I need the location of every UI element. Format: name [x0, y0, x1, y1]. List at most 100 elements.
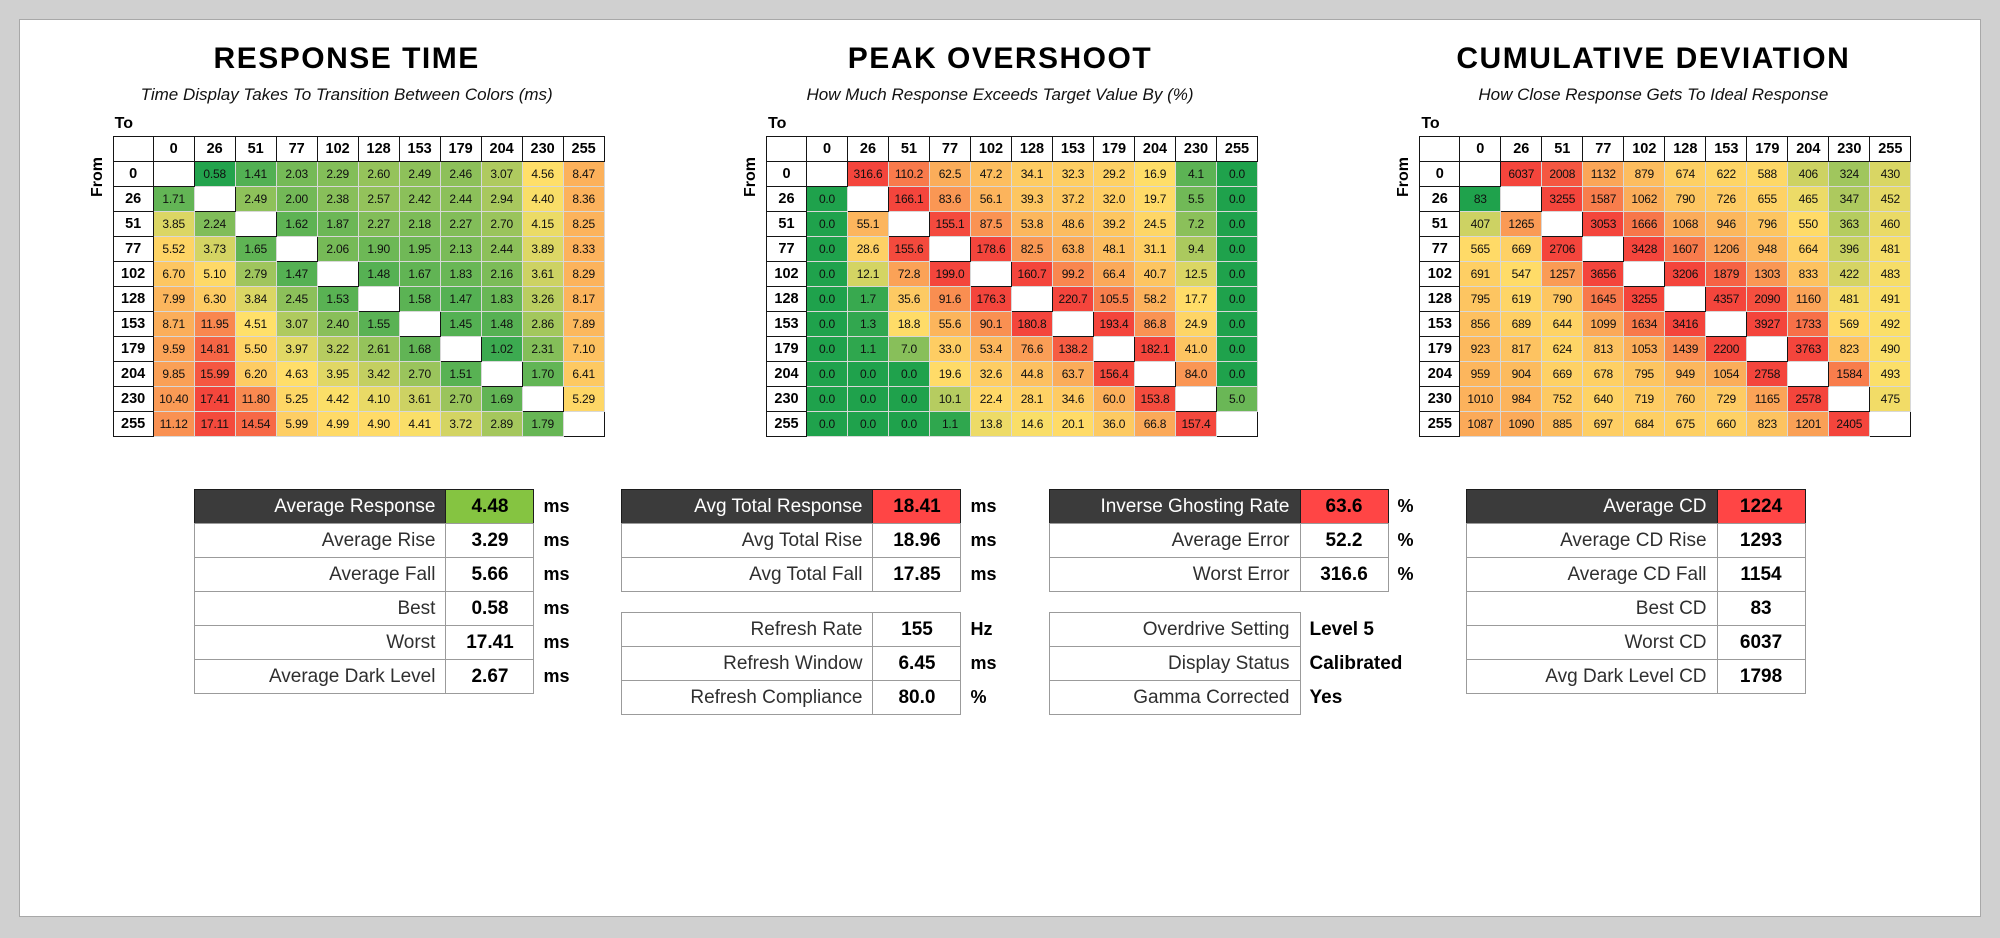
diagonal-cell	[1500, 186, 1543, 212]
matrix-cell: 83.6	[928, 186, 971, 212]
row-header: 255	[112, 411, 154, 437]
summary-item: Best CD 83	[1465, 591, 1806, 626]
matrix-cell: 483	[1869, 261, 1912, 287]
summary-group: Average Response 4.48 ms Average Rise 3.29 ms…	[194, 489, 569, 694]
matrix-cell: 493	[1869, 361, 1912, 387]
matrix-cell: 2.79	[234, 261, 277, 287]
summary-value: 4.48	[446, 489, 535, 524]
matrix-cell: 885	[1541, 411, 1584, 437]
heatmap-row: 26 0.0 166.1 83.6 56.1 39.3 37.2 32.0 19.7 5.5 0.0	[765, 186, 1258, 212]
matrix-right: To 0 26 51 77 102 128 153 179 204 230 255 0 0.58 1.41 2…	[112, 115, 605, 437]
matrix-cell: 63.8	[1051, 236, 1094, 262]
heatmap-row: 77 5.52 3.73 1.65 2.06 1.90 1.95 2.13 2.44 3.89 8.…	[112, 236, 605, 262]
matrix-cell: 220.7	[1051, 286, 1094, 312]
matrix-cell: 2200	[1705, 336, 1748, 362]
matrix-cell: 66.4	[1092, 261, 1135, 287]
matrix-cell: 1054	[1705, 361, 1748, 387]
diagonal-cell	[316, 261, 359, 287]
summary-label: Inverse Ghosting Rate	[1048, 489, 1301, 524]
heatmap-row: 204 959 904 669 678 795 949 1054 2758 1584 493	[1419, 361, 1912, 387]
matrix-cell: 4.90	[357, 411, 400, 437]
matrix-cell: 1.62	[275, 211, 318, 237]
matrix-cell: 726	[1705, 186, 1748, 212]
matrix-cell: 40.7	[1133, 261, 1176, 287]
summary-label: Avg Total Fall	[621, 557, 874, 592]
summary-label: Refresh Compliance	[621, 680, 874, 715]
matrix-cell: 48.6	[1051, 211, 1094, 237]
matrix-cell: 1.83	[480, 286, 523, 312]
axis-label-to: To	[1421, 115, 1440, 132]
matrix-cell: 11.80	[234, 386, 277, 412]
matrix-cell: 9.4	[1174, 236, 1217, 262]
heatmap-row: 102 691 547 1257 3656 3206 1879 1303 833 422 483	[1419, 261, 1912, 287]
matrix-cell: 37.2	[1051, 186, 1094, 212]
matrix-cell: 3053	[1582, 211, 1625, 237]
row-header: 204	[112, 361, 154, 387]
col-header: 204	[1787, 136, 1830, 162]
matrix-cell: 2.18	[398, 211, 441, 237]
section-subtitle: How Much Response Exceeds Target Value B…	[806, 85, 1194, 104]
col-header: 255	[562, 136, 605, 162]
matrix-cell: 157.4	[1174, 411, 1217, 437]
matrix-cell: 32.0	[1092, 186, 1135, 212]
matrix-cell: 1.69	[480, 386, 523, 412]
matrix-cell: 760	[1664, 386, 1707, 412]
summary-item: Display Status Calibrated	[1048, 646, 1414, 681]
matrix-cell: 55.6	[928, 311, 971, 337]
matrix-cell: 4.51	[234, 311, 277, 337]
matrix-cell: 1165	[1746, 386, 1789, 412]
matrix-cell: 644	[1541, 311, 1584, 337]
matrix-right: To 0 26 51 77 102 128 153 179 204 230 255 0 316.6 110.…	[765, 115, 1258, 437]
summary-label: Average Dark Level	[194, 659, 447, 694]
matrix-cell: 3.42	[357, 361, 400, 387]
matrix-cell: 3.97	[275, 336, 318, 362]
matrix-cell: 24.9	[1174, 311, 1217, 337]
matrix-cell: 90.1	[969, 311, 1012, 337]
row-header: 26	[765, 186, 807, 212]
matrix-cell: 14.6	[1010, 411, 1053, 437]
heatmap-row: 179 9.59 14.81 5.50 3.97 3.22 2.61 1.68 1.02 2.31…	[112, 336, 605, 362]
matrix-cell: 63.7	[1051, 361, 1094, 387]
row-header: 77	[112, 236, 154, 262]
matrix-cell: 678	[1582, 361, 1625, 387]
heatmap-row: 153 0.0 1.3 18.8 55.6 90.1 180.8 193.4 86.8 24.9 0…	[765, 311, 1258, 337]
heatmap-row: 26 1.71 2.49 2.00 2.38 2.57 2.42 2.44 2.94 4.40 8.…	[112, 186, 605, 212]
matrix-cell: 1584	[1828, 361, 1871, 387]
matrix-cell: 35.6	[887, 286, 930, 312]
matrix-cell: 1439	[1664, 336, 1707, 362]
summary-unit: %	[1397, 530, 1414, 550]
matrix-cell: 2.03	[275, 161, 318, 187]
matrix-cell: 363	[1828, 211, 1871, 237]
matrix-cell: 1.3	[846, 311, 889, 337]
heatmap-row: 0 6037 2008 1132 879 674 622 588 406 324 430	[1419, 161, 1912, 187]
heatmap-header-row: 0 26 51 77 102 128 153 179 204 230 255	[1419, 136, 1912, 162]
matrix-cell: 28.1	[1010, 386, 1053, 412]
matrix-cell: 8.25	[562, 211, 605, 237]
matrix-cell: 619	[1500, 286, 1543, 312]
matrix-cell: 959	[1459, 361, 1502, 387]
summary-item: Refresh Window 6.45 ms	[621, 646, 997, 681]
matrix-cell: 178.6	[969, 236, 1012, 262]
matrix-cell: 691	[1459, 261, 1502, 287]
heatmap-row: 0 316.6 110.2 62.5 47.2 34.1 32.3 29.2 16.9 4.1 0.…	[765, 161, 1258, 187]
heatmap-header-row: 0 26 51 77 102 128 153 179 204 230 255	[112, 136, 605, 162]
summary-label: Refresh Rate	[621, 612, 874, 647]
summary-label: Average Fall	[194, 557, 447, 592]
heatmap-sections: RESPONSE TIME Time Display Takes To Trans…	[20, 20, 1980, 437]
summary-item: Avg Dark Level CD 1798	[1465, 659, 1806, 694]
matrix-cell: 7.10	[562, 336, 605, 362]
summary-table-total-response-summary: Avg Total Response 18.41 ms Avg Total Rise 1…	[621, 489, 997, 715]
axis-label-from-text: From	[1395, 157, 1413, 197]
matrix-cell: 2.45	[275, 286, 318, 312]
matrix-cell: 316.6	[846, 161, 889, 187]
matrix-cell: 0.0	[1215, 261, 1258, 287]
matrix-cell: 4.42	[316, 386, 359, 412]
matrix-cell: 20.1	[1051, 411, 1094, 437]
matrix-cell: 8.71	[152, 311, 195, 337]
summary-item: Average Fall 5.66 ms	[194, 557, 569, 592]
matrix-cell: 0.0	[805, 361, 848, 387]
diagonal-cell	[1133, 361, 1176, 387]
matrix-cell: 1053	[1623, 336, 1666, 362]
matrix-cell: 2.06	[316, 236, 359, 262]
